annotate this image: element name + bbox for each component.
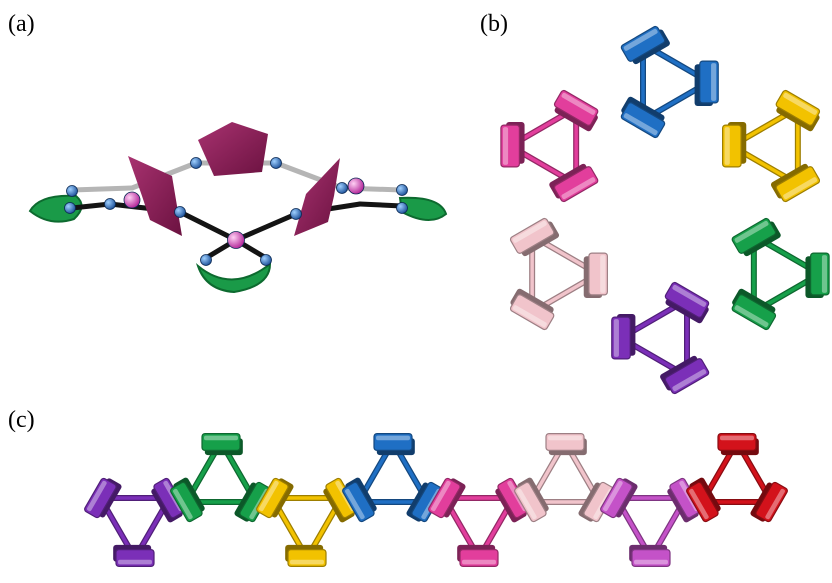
chain-triangle-2-block-3	[170, 477, 205, 523]
ring-triangle-2-block-3	[775, 89, 821, 132]
panel-label-c: (c)	[8, 407, 35, 433]
polyhedron-left	[128, 156, 182, 236]
triangle-chain-panel-c	[84, 433, 788, 567]
ring-triangle-3-green	[731, 217, 830, 331]
ring-triangle-6-magenta	[500, 89, 599, 203]
chain-triangle-7-block-1	[629, 544, 671, 567]
chain-triangle-3-yellow	[256, 477, 358, 567]
chain-triangle-5-magenta	[428, 477, 530, 567]
ring-triangle-2-block-2	[722, 121, 747, 168]
ring-triangle-4-block-3	[660, 355, 710, 395]
ring-triangle-3-block-1	[731, 288, 777, 331]
ring-triangle-1-block-1	[694, 60, 719, 107]
chain-triangle-3-block-2	[256, 477, 294, 519]
right-green-loop	[398, 196, 448, 221]
ring-triangle-6-block-1	[553, 89, 599, 132]
chain-triangle-1-block-2	[84, 477, 122, 519]
ring-triangle-1-block-3	[620, 25, 670, 65]
ring-triangle-5-pink_light	[509, 217, 608, 331]
chain-triangle-6-block-3	[514, 477, 549, 523]
ring-triangle-2-yellow	[722, 89, 821, 203]
chain-triangle-8-block-3	[686, 477, 721, 523]
polyhedron-right	[294, 158, 340, 236]
chain-triangle-1-block-1	[113, 544, 155, 567]
ring-triangle-6-block-2	[549, 163, 599, 203]
polyhedron-center	[198, 122, 268, 176]
ring-triangle-5-block-1	[509, 217, 560, 257]
chain-triangle-7-orchid	[600, 477, 702, 567]
chain-triangle-2-green	[170, 433, 272, 523]
chain-triangle-6-block-1	[545, 433, 587, 456]
ring-triangle-3-block-2	[731, 217, 781, 257]
ring-triangle-6-block-3	[500, 121, 525, 168]
ring-triangle-2-block-1	[770, 163, 821, 203]
chain-triangle-1-purple	[84, 477, 186, 567]
chain-triangle-8-red	[686, 433, 788, 523]
chain-triangle-8-block-1	[717, 433, 759, 456]
chain-triangle-8-block-2	[750, 481, 788, 523]
chain-triangle-5-block-1	[457, 544, 499, 567]
ring-triangle-3-block-3	[805, 252, 830, 299]
triangle-ring-panel-b	[500, 25, 830, 395]
chain-triangle-6-pink_light	[514, 433, 616, 523]
atoms	[64, 157, 408, 266]
bottom-green-loop	[195, 261, 272, 294]
chain-triangle-4-block-1	[373, 433, 415, 456]
molecular-structure-panel-a	[28, 122, 448, 294]
panel-label-a: (a)	[8, 11, 35, 37]
chain-triangle-2-block-1	[201, 433, 243, 456]
ring-triangle-5-block-2	[583, 252, 608, 299]
ring-triangle-1-blue	[620, 25, 719, 139]
ring-triangle-4-purple	[611, 281, 710, 395]
ring-triangle-4-block-1	[611, 313, 636, 360]
ring-triangle-5-block-3	[509, 288, 555, 331]
panel-label-b: (b)	[480, 11, 508, 37]
chain-triangle-3-block-1	[285, 544, 327, 567]
chain-triangle-5-block-2	[428, 477, 466, 519]
chain-triangle-7-block-2	[600, 477, 638, 519]
ring-triangle-4-block-2	[664, 281, 710, 324]
chain-triangle-4-block-3	[342, 477, 377, 523]
ring-triangle-1-block-2	[620, 96, 666, 139]
